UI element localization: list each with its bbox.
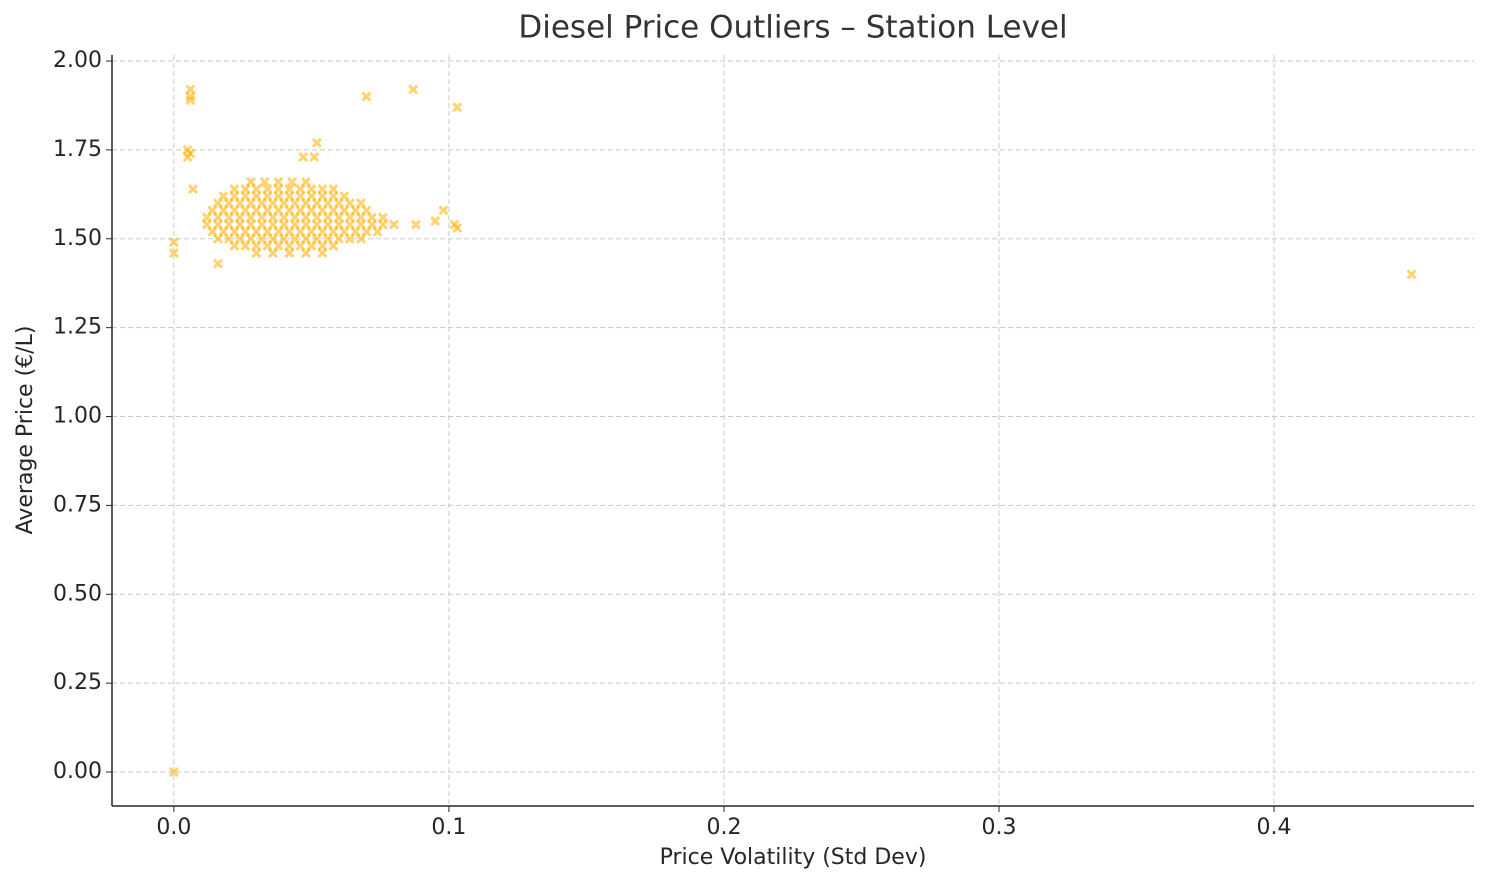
point	[240, 240, 251, 251]
point	[259, 176, 270, 187]
point-stroke	[168, 247, 179, 259]
point	[300, 247, 311, 259]
point-stroke	[201, 219, 212, 230]
point-stroke	[207, 226, 218, 237]
point-stroke	[168, 237, 179, 248]
point-stroke	[372, 226, 383, 237]
point-stroke	[361, 91, 372, 102]
y-tick-label: 0.75	[53, 492, 102, 517]
y-tick-label: 1.25	[53, 315, 102, 340]
point	[267, 247, 278, 259]
point-stroke	[1406, 269, 1417, 280]
point	[430, 215, 441, 227]
point-stroke	[388, 219, 399, 230]
point-stroke	[267, 247, 278, 259]
x-tick-label: 0.0	[156, 815, 191, 840]
point	[168, 247, 179, 259]
point	[309, 151, 320, 163]
point	[410, 219, 421, 230]
point-stroke	[408, 84, 419, 95]
point-stroke	[311, 137, 322, 148]
point-stroke	[295, 240, 306, 251]
point	[168, 237, 179, 248]
x-tick-label: 0.1	[431, 815, 466, 840]
point-stroke	[430, 215, 441, 227]
chart-title: Diesel Price Outliers – Station Level	[518, 10, 1067, 46]
point-stroke	[229, 240, 240, 251]
point-stroke	[240, 240, 251, 251]
point-stroke	[344, 233, 355, 244]
point	[185, 95, 196, 106]
point	[328, 240, 339, 251]
point	[311, 137, 322, 148]
point-stroke	[355, 233, 366, 244]
point	[361, 91, 372, 102]
point-stroke	[188, 183, 199, 195]
point	[452, 102, 463, 113]
y-axis-label: Average Price (€/L)	[13, 326, 38, 535]
y-tick-label: 1.75	[53, 137, 102, 162]
point-stroke	[212, 233, 223, 244]
y-tick-label: 2.00	[53, 48, 102, 73]
x-axis-label: Price Volatility (Std Dev)	[660, 845, 927, 870]
y-tick-label: 1.50	[53, 226, 102, 251]
point	[212, 258, 223, 269]
point-stroke	[212, 258, 223, 269]
point-stroke	[317, 247, 328, 259]
point	[251, 247, 262, 259]
x-tick-label: 0.2	[706, 815, 741, 840]
point	[438, 205, 449, 216]
point	[212, 233, 223, 244]
point-stroke	[182, 151, 193, 163]
point-stroke	[168, 766, 179, 778]
point-stroke	[309, 151, 320, 163]
point	[168, 766, 179, 778]
point	[355, 233, 366, 244]
point	[408, 84, 419, 95]
y-tick-label: 0.25	[53, 670, 102, 695]
point-stroke	[223, 233, 234, 244]
point-stroke	[259, 176, 270, 187]
point-stroke	[251, 247, 262, 259]
point	[344, 233, 355, 244]
point	[372, 226, 383, 237]
point-stroke	[438, 205, 449, 216]
point	[452, 223, 463, 234]
point	[229, 240, 240, 251]
y-tick-label: 0.50	[53, 581, 102, 606]
point	[287, 176, 298, 187]
point-stroke	[262, 240, 273, 251]
x-tick-label: 0.4	[1257, 815, 1292, 840]
point-stroke	[300, 247, 311, 259]
point-stroke	[298, 151, 309, 163]
y-tick-label: 1.00	[53, 404, 102, 429]
x-tick-label: 0.3	[982, 815, 1017, 840]
point-stroke	[284, 247, 295, 259]
point-stroke	[287, 176, 298, 187]
point-stroke	[452, 102, 463, 113]
point	[284, 247, 295, 259]
point-stroke	[328, 240, 339, 251]
point	[388, 219, 399, 230]
point-stroke	[410, 219, 421, 230]
point-stroke	[452, 223, 463, 234]
point	[182, 151, 193, 163]
point	[188, 183, 199, 195]
point	[317, 247, 328, 259]
point	[1406, 269, 1417, 280]
point-stroke	[185, 95, 196, 106]
point	[298, 151, 309, 163]
y-tick-label: 0.00	[53, 759, 102, 784]
